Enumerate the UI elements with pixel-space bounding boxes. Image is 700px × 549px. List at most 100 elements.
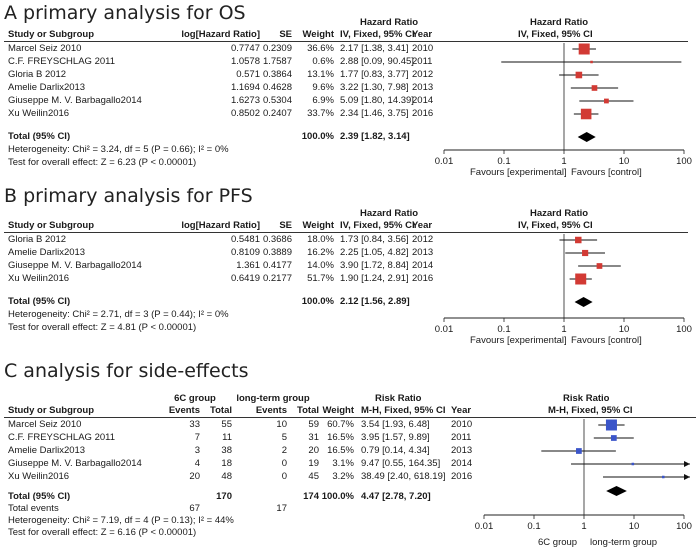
overall-effect-text: Test for overall effect: Z = 6.16 (P < 0…: [8, 527, 197, 538]
x-tick-label: 0.1: [527, 521, 540, 532]
ci-value: 2.17 [1.38, 3.41]: [340, 43, 409, 54]
weight-value: 16.5%: [327, 445, 354, 456]
study-name: Amelie Darlix2013: [8, 247, 86, 258]
col-plot-top: Hazard Ratio: [530, 208, 589, 219]
forest-plot: 0.01 0.1 1 10 100: [475, 419, 692, 532]
study-name: Gloria B 2012: [8, 234, 67, 245]
header-rule: [4, 41, 688, 42]
total-1: 11: [222, 432, 232, 443]
se-value: 0.4628: [262, 82, 292, 93]
pooled-diamond: [606, 486, 627, 496]
col-group-1: 6C group: [174, 393, 216, 404]
study-name: Amelie Darlix2013: [8, 445, 86, 456]
ci-value: 1.77 [0.83, 3.77]: [340, 69, 409, 80]
se-value: 1.7587: [262, 56, 292, 67]
loghr-value: 1.361: [236, 260, 260, 271]
col-weight: Weight: [302, 29, 335, 40]
ci-arrow: [684, 461, 690, 467]
col-study: Study or Subgroup: [8, 220, 95, 231]
study-marker: [604, 98, 609, 104]
total-weight: 100.0%: [301, 131, 334, 142]
study-marker: [610, 435, 617, 441]
total-weight: 100.0%: [301, 296, 334, 307]
loghr-value: 1.1694: [230, 82, 260, 93]
study-marker: [590, 60, 593, 64]
col-plot-top: Hazard Ratio: [530, 17, 589, 28]
col-year: Year: [412, 220, 433, 231]
panel-title: C analysis for side-effects: [4, 360, 249, 382]
loghr-value: 0.8502: [230, 108, 260, 119]
ci-value: 9.47 [0.55, 164.35]: [361, 458, 441, 469]
weight-value: 14.0%: [307, 260, 334, 271]
study-name: Giuseppe M. V. Barbagallo2014: [8, 458, 142, 469]
x-tick-label: 100: [676, 156, 692, 167]
col-loghr: log[Hazard Ratio]: [181, 220, 260, 231]
col-se: SE: [279, 29, 292, 40]
events-1: 33: [189, 419, 200, 430]
x-tick-label: 10: [619, 156, 630, 167]
col-total-1: Total: [210, 405, 232, 416]
panel-title: B primary analysis for PFS: [4, 185, 253, 207]
total-events-1: 67: [189, 503, 200, 514]
x-tick-label: 0.01: [435, 324, 454, 335]
loghr-value: 1.6273: [230, 95, 260, 106]
study-name: Xu Weilin2016: [8, 273, 70, 284]
weight-value: 51.7%: [307, 273, 334, 284]
total-events-2: 17: [276, 503, 287, 514]
col-plot-sub: IV, Fixed, 95% CI: [518, 220, 593, 231]
study-marker: [576, 448, 582, 454]
axis-label-right: Favours [control]: [571, 335, 642, 346]
weight-value: 60.7%: [327, 419, 354, 430]
overall-effect-text: Test for overall effect: Z = 6.23 (P < 0…: [8, 157, 197, 168]
total-weight: 100.0%: [321, 491, 354, 502]
study-marker: [575, 236, 582, 244]
weight-value: 16.5%: [327, 432, 354, 443]
year-value: 2011: [412, 56, 433, 67]
year-value: 2010: [412, 43, 434, 54]
weight-value: 3.1%: [332, 458, 354, 469]
ci-value: 2.25 [1.05, 4.82]: [340, 247, 409, 258]
loghr-value: 0.7747: [230, 43, 260, 54]
loghr-value: 0.571: [236, 69, 260, 80]
study-marker: [580, 108, 592, 120]
events-2: 5: [281, 432, 287, 443]
total-1: 18: [221, 458, 232, 469]
se-value: 0.2407: [262, 108, 292, 119]
ci-value: 1.90 [1.24, 2.91]: [340, 273, 409, 284]
year-value: 2013: [451, 445, 473, 456]
x-tick-label: 0.01: [475, 521, 494, 532]
col-group-2: long-term group: [236, 393, 310, 404]
ci-value: 0.79 [0.14, 4.34]: [361, 445, 430, 456]
loghr-value: 0.5481: [230, 234, 260, 245]
events-2: 0: [281, 458, 287, 469]
x-tick-label: 100: [676, 324, 692, 335]
study-marker: [605, 419, 617, 431]
events-1: 4: [194, 458, 200, 469]
total-n1: 170: [216, 491, 232, 502]
events-1: 7: [194, 432, 200, 443]
col-plot-sub: IV, Fixed, 95% CI: [518, 29, 593, 40]
study-marker: [582, 249, 589, 257]
year-value: 2016: [412, 108, 434, 119]
col-effect-sub: M-H, Fixed, 95% CI: [361, 405, 446, 416]
total-label: Total (95% CI): [8, 296, 71, 307]
total-label: Total (95% CI): [8, 131, 71, 142]
se-value: 0.3686: [262, 234, 292, 245]
col-effect-top: Hazard Ratio: [360, 208, 419, 219]
ci-value: 3.54 [1.93, 6.48]: [361, 419, 430, 430]
study-name: Giuseppe M. V. Barbagallo2014: [8, 260, 142, 271]
study-marker: [578, 43, 590, 55]
se-value: 0.3889: [262, 247, 292, 258]
total-2: 20: [308, 445, 319, 456]
total-ci: 4.47 [2.78, 7.20]: [361, 491, 431, 502]
total-1: 55: [221, 419, 232, 430]
study-marker: [575, 71, 583, 79]
se-value: 0.4177: [262, 260, 292, 271]
ci-value: 5.09 [1.80, 14.39]: [340, 95, 414, 106]
study-marker: [662, 475, 665, 479]
study-marker: [591, 85, 598, 91]
study-name: Marcel Seiz 2010: [8, 419, 82, 430]
x-tick-label: 1: [561, 156, 566, 167]
ci-value: 2.88 [0.09, 90.45]: [340, 56, 414, 67]
study-marker: [575, 273, 587, 285]
